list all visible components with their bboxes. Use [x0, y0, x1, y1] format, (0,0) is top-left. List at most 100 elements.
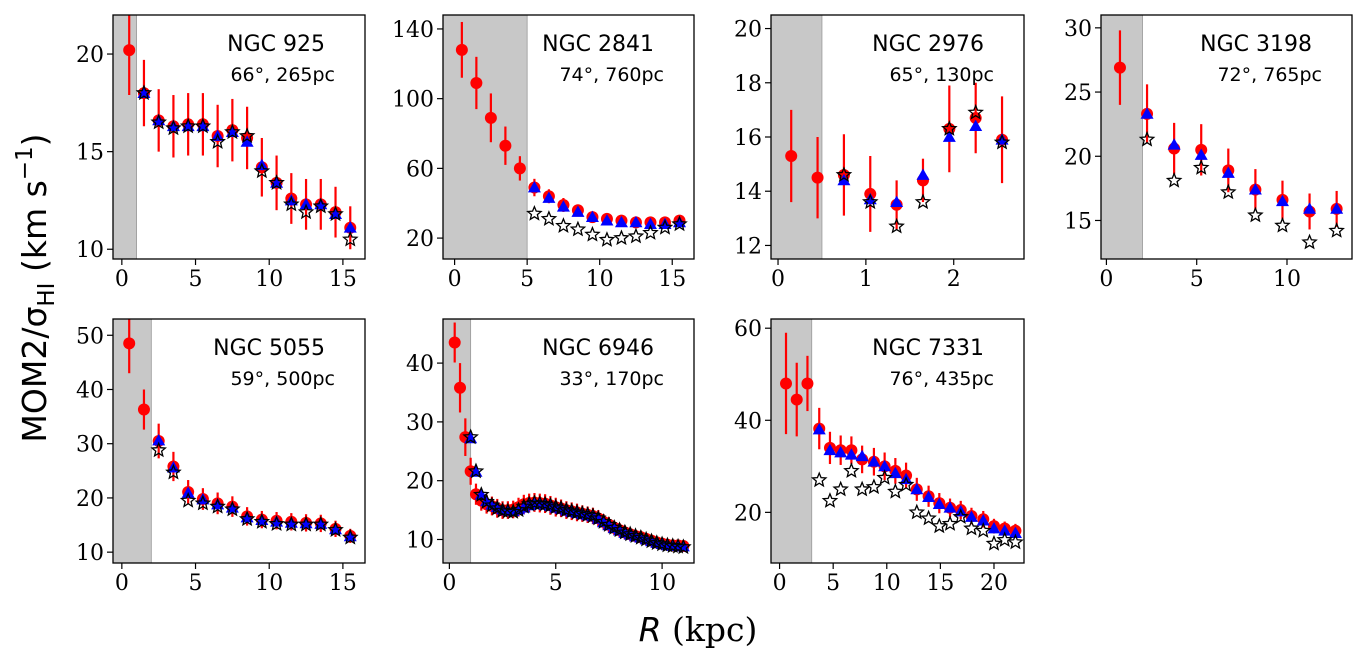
star-point — [996, 531, 1014, 548]
blue-triangle-point — [863, 192, 877, 205]
y-tick-label: 30 — [1064, 17, 1092, 42]
star-point — [510, 501, 527, 518]
blue-triangle-point — [1194, 148, 1208, 160]
y-tick-label: 18 — [734, 72, 762, 97]
plot-area — [1113, 30, 1345, 250]
panel-frame — [442, 14, 695, 260]
star-point — [568, 503, 586, 520]
red-point — [780, 377, 793, 390]
blue-triangle-point — [878, 459, 892, 472]
star-point — [832, 480, 849, 497]
y-axis-label: MOM2/σHI (km s−1) — [12, 133, 60, 442]
blue-triangle-point — [987, 521, 1001, 534]
star-point — [941, 120, 958, 136]
blue-triangle-point — [922, 490, 936, 503]
star-point — [967, 103, 984, 120]
x-tick-label: 10 — [255, 571, 283, 596]
panel-subtitle: 72°, 765pc — [1217, 64, 1322, 86]
star-point — [150, 441, 167, 458]
y-axis-label-sub: HI — [34, 283, 60, 307]
y-tick-label: 20 — [734, 501, 762, 526]
plot-area — [123, 15, 359, 250]
panel-ngc-3198: 0 5 10 15 20 25 30 NGC 3198 72°, 765pc — [1064, 14, 1353, 292]
star-point — [1328, 222, 1345, 238]
star-point — [613, 229, 630, 246]
star-point — [238, 510, 256, 527]
star-point — [1220, 183, 1237, 200]
star-point — [952, 508, 970, 525]
red-point — [790, 393, 803, 406]
y-tick-label: 60 — [406, 157, 434, 182]
y-tick-label: 20 — [1064, 145, 1092, 170]
panel-subtitle: 65°, 130pc — [889, 64, 994, 86]
panel-title: NGC 2976 — [872, 32, 984, 57]
panel-frame — [442, 318, 695, 564]
panel-title: NGC 5055 — [213, 336, 325, 361]
y-tick-label: 16 — [734, 126, 762, 151]
blue-triangle-point — [643, 217, 657, 230]
blue-triangle-point — [152, 433, 166, 446]
x-tick-label: 0 — [115, 571, 129, 596]
star-point — [843, 462, 860, 478]
red-point — [785, 149, 798, 162]
star-point — [526, 204, 543, 221]
y-axis-label-main: MOM2/σ — [15, 307, 54, 443]
x-tick-label: 20 — [980, 571, 1008, 596]
blue-triangle-point — [343, 221, 357, 233]
star-point — [1301, 233, 1318, 250]
blue-triangle-point — [240, 135, 254, 147]
y-tick-label: 30 — [406, 411, 434, 436]
blue-triangle-point — [834, 446, 848, 458]
panel-subtitle: 74°, 760pc — [559, 64, 664, 86]
y-tick-label: 12 — [734, 234, 762, 259]
y-tick-label: 100 — [392, 88, 434, 113]
star-point — [853, 480, 871, 497]
panel-subtitle: 33°, 170pc — [559, 368, 664, 390]
red-point — [123, 44, 136, 57]
y-tick-label: 20 — [76, 43, 104, 68]
red-point — [454, 381, 467, 394]
star-point — [637, 530, 655, 547]
panel-title: NGC 3198 — [1200, 32, 1312, 57]
x-tick-label: 15 — [329, 571, 357, 596]
star-point — [341, 528, 359, 545]
star-point — [985, 534, 1003, 551]
x-tick-label: 10 — [255, 267, 283, 292]
star-point — [165, 463, 182, 480]
star-point — [297, 203, 315, 220]
red-point — [123, 337, 136, 350]
x-tick-label: 15 — [658, 267, 686, 292]
blue-triangle-point — [600, 214, 614, 226]
star-point — [669, 537, 687, 554]
plot-area — [123, 319, 359, 545]
star-point — [224, 123, 241, 140]
star-point — [563, 502, 580, 519]
blue-triangle-point — [910, 482, 924, 495]
star-point — [253, 513, 271, 529]
star-point — [1007, 533, 1024, 550]
star-point — [671, 215, 688, 232]
blue-triangle-point — [542, 191, 556, 203]
blue-triangle-point — [995, 133, 1009, 145]
red-point — [811, 171, 824, 184]
star-point — [268, 515, 285, 532]
star-point — [569, 220, 587, 237]
panel-subtitle: 66°, 265pc — [230, 64, 335, 86]
star-point — [598, 231, 616, 247]
star-point — [1247, 206, 1264, 223]
star-point — [327, 521, 344, 537]
plot-area — [780, 332, 1024, 551]
star-point — [584, 225, 601, 242]
red-point — [455, 43, 468, 56]
star-point — [621, 525, 639, 542]
panel-frame — [1100, 14, 1353, 260]
star-point — [574, 504, 591, 521]
blue-triangle-point — [527, 181, 541, 193]
blue-triangle-point — [976, 514, 990, 526]
star-point — [179, 117, 197, 134]
x-tick-label: 5 — [189, 571, 203, 596]
blue-triangle-point — [556, 200, 570, 212]
star-point — [861, 193, 879, 210]
x-tick-label: 0 — [442, 571, 456, 596]
panel-title: NGC 7331 — [872, 336, 984, 361]
